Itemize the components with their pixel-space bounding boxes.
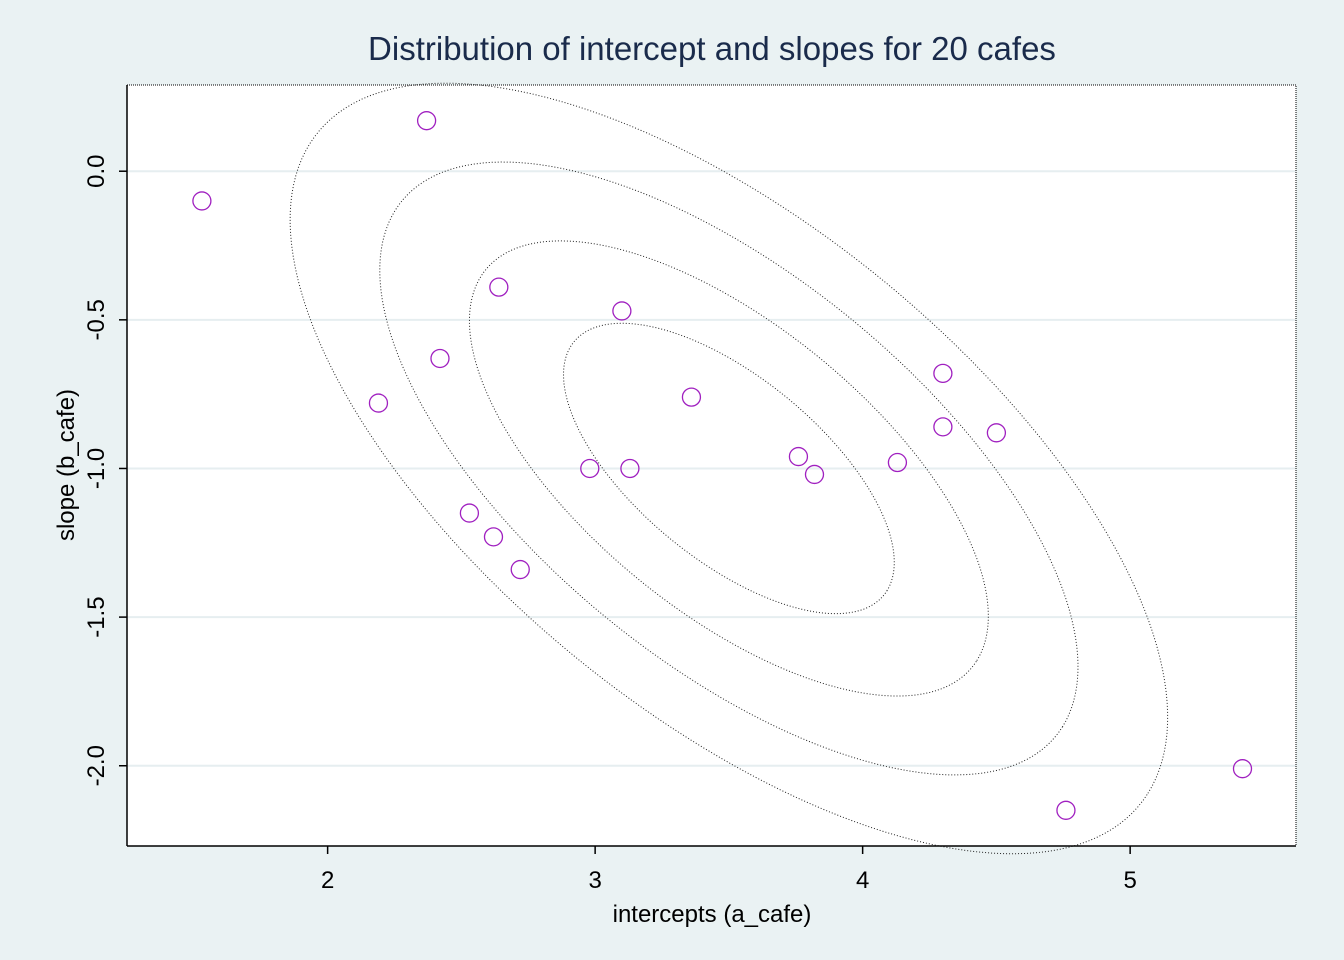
data-point xyxy=(933,363,953,383)
y-tick-label: -2.0 xyxy=(83,745,110,786)
contour-ellipse xyxy=(379,161,1079,776)
data-point xyxy=(887,452,908,473)
data-point xyxy=(620,458,640,479)
data-point xyxy=(510,559,530,580)
data-point xyxy=(986,423,1007,443)
data-point xyxy=(192,191,212,211)
data-point xyxy=(483,527,504,547)
x-axis-ticks: 2 3 4 5 xyxy=(321,846,1137,894)
data-point xyxy=(1056,800,1076,820)
y-axis-ticks: 0.0 -0.5 -1.0 -1.5 -2.0 xyxy=(83,155,127,786)
data-point xyxy=(681,387,702,407)
data-point xyxy=(430,348,450,369)
data-point xyxy=(368,393,389,413)
data-point xyxy=(416,111,437,131)
x-tick-label: 5 xyxy=(1123,867,1136,894)
x-axis-label: intercepts (a_cafe) xyxy=(613,901,812,928)
data-point xyxy=(459,503,480,523)
y-tick-label: 0.0 xyxy=(83,155,110,188)
gridlines xyxy=(127,170,1296,767)
y-tick-label: -0.5 xyxy=(83,299,110,340)
data-point xyxy=(788,446,809,467)
y-tick-label: -1.0 xyxy=(83,448,110,489)
data-point xyxy=(804,464,825,485)
contour-ellipses xyxy=(289,82,1169,855)
y-tick-label: -1.5 xyxy=(83,596,110,637)
data-point xyxy=(933,417,953,437)
y-axis-label: slope (b_cafe) xyxy=(53,389,80,541)
x-tick-label: 3 xyxy=(588,867,601,894)
data-point xyxy=(612,301,632,321)
contour-ellipse xyxy=(468,240,989,697)
x-tick-label: 4 xyxy=(856,867,869,894)
x-tick-label: 2 xyxy=(321,867,334,894)
data-points xyxy=(192,111,1253,820)
plot-area xyxy=(127,85,1296,846)
data-point xyxy=(1232,759,1253,779)
data-point xyxy=(489,277,509,297)
chart-title: Distribution of intercept and slopes for… xyxy=(368,30,1056,67)
contour-ellipse xyxy=(563,322,895,615)
data-point xyxy=(580,458,600,479)
